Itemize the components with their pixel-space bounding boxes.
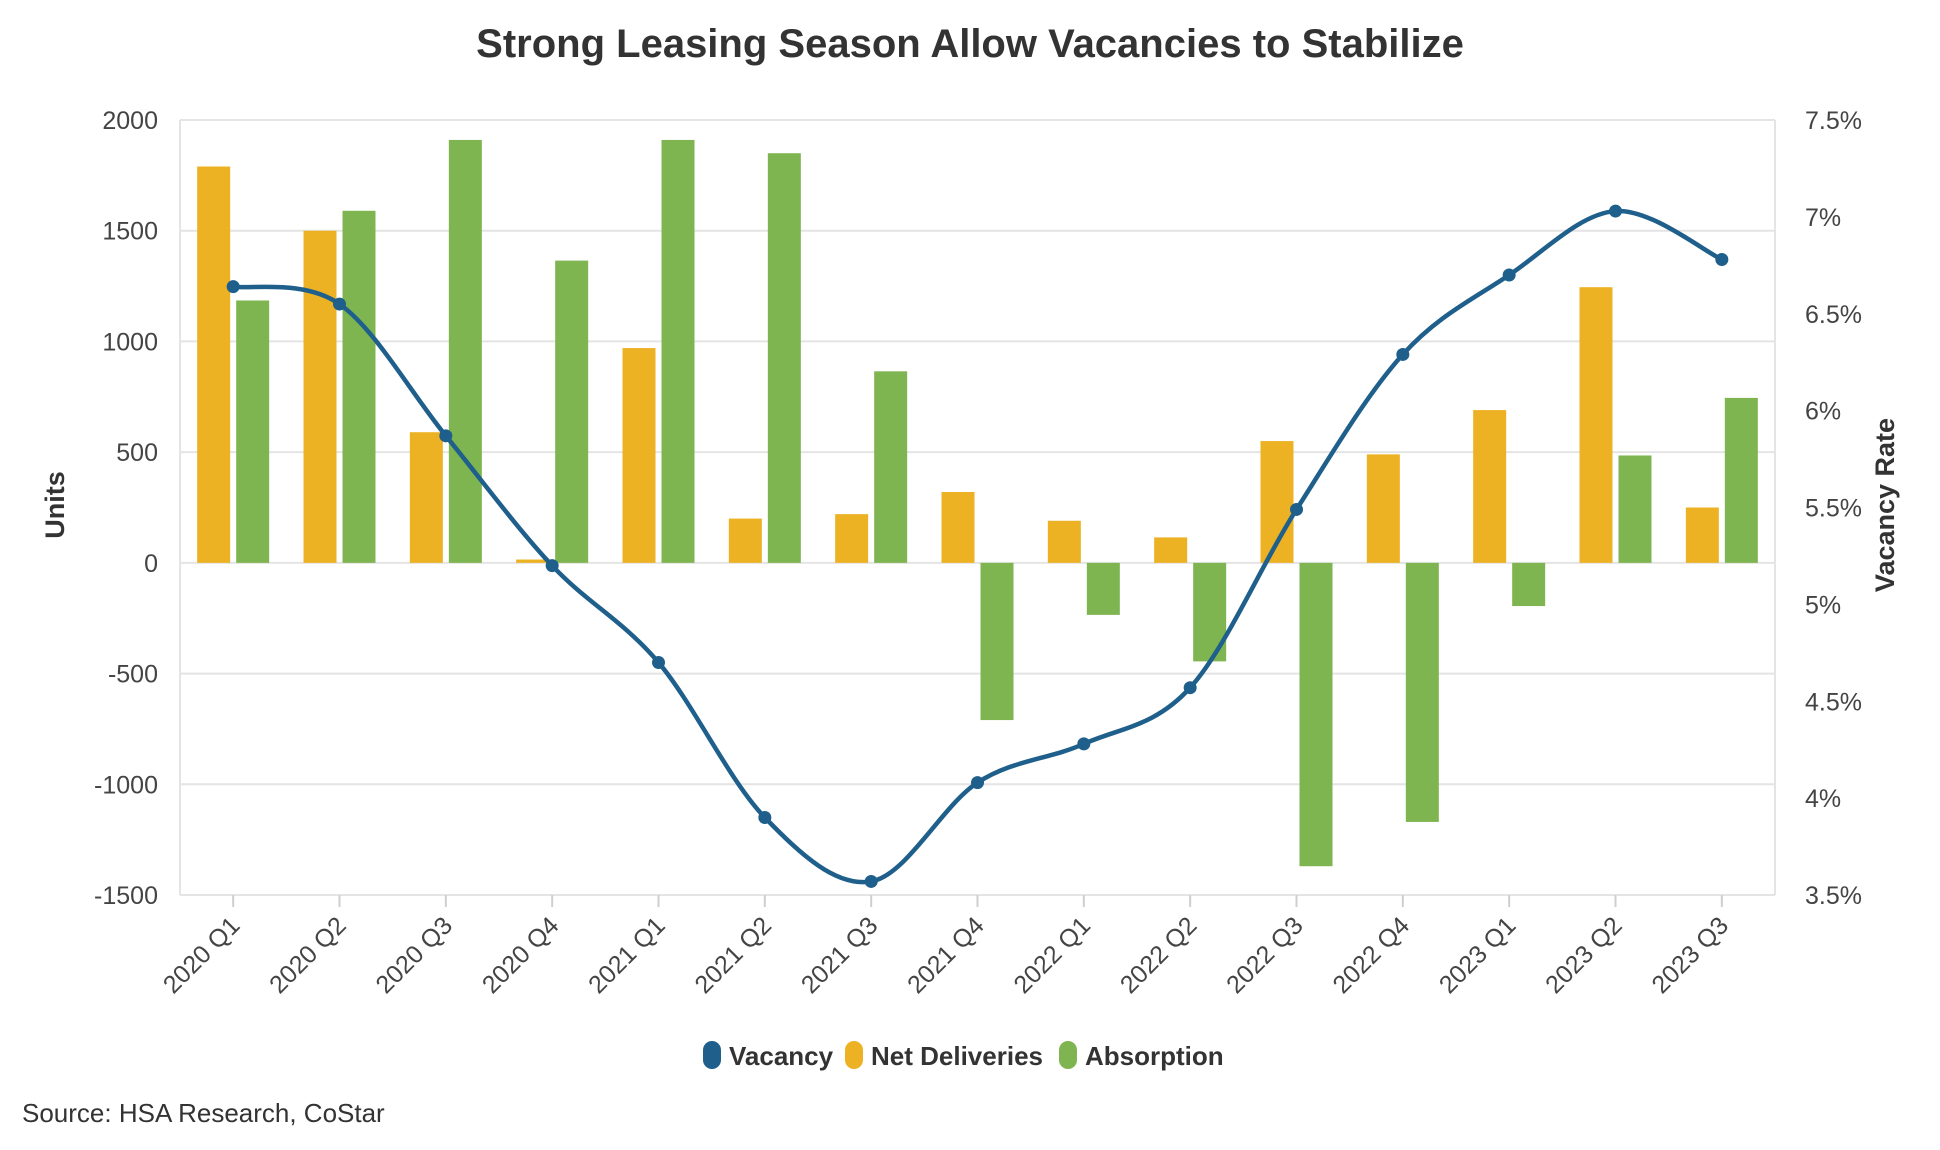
x-tick-label: 2021 Q3 (796, 911, 884, 999)
left-tick-label: 1500 (102, 218, 158, 246)
legend-swatch-net-deliveries (845, 1041, 863, 1069)
legend-item-vacancy[interactable]: Vacancy (703, 1041, 834, 1071)
absorption-bar (1405, 562, 1439, 822)
net-deliveries-bar (1154, 537, 1188, 563)
vacancy-point (333, 297, 346, 311)
vacancy-point (1715, 253, 1729, 266)
net-deliveries-bar (409, 432, 443, 563)
x-tick-label: 2021 Q4 (902, 911, 990, 999)
legend-label-absorption: Absorption (1085, 1041, 1224, 1071)
x-tick-label: 2023 Q1 (1434, 911, 1522, 999)
x-tick-label: 2022 Q3 (1221, 911, 1309, 999)
vacancy-point (1609, 204, 1622, 218)
net-deliveries-bar (1366, 454, 1400, 563)
vacancy-point (545, 559, 559, 573)
net-deliveries-bar (1047, 520, 1081, 563)
vacancy-point (1290, 502, 1303, 516)
vacancy-point (226, 280, 240, 294)
net-deliveries-bar (622, 348, 656, 563)
left-tick-label: -500 (108, 661, 158, 689)
net-deliveries-bar (516, 559, 550, 563)
legend-label-vacancy: Vacancy (729, 1041, 834, 1071)
absorption-bar (980, 562, 1014, 721)
net-deliveries-bar (1473, 410, 1507, 563)
legend-item-absorption[interactable]: Absorption (1059, 1041, 1224, 1071)
right-tick-label: 4.5% (1805, 688, 1862, 716)
absorption-bar (874, 371, 908, 563)
vacancy-point (652, 656, 665, 669)
right-tick-label: 4% (1805, 785, 1841, 813)
left-axis-title: Units (40, 471, 70, 539)
bars (197, 139, 1758, 867)
legend-item-net-deliveries[interactable]: Net Deliveries (845, 1041, 1043, 1071)
vacancy-point (439, 429, 453, 443)
left-tick-label: 0 (144, 550, 158, 578)
chart-title: Strong Leasing Season Allow Vacancies to… (476, 22, 1464, 66)
absorption-bar (767, 153, 801, 563)
net-deliveries-bar (1579, 287, 1613, 563)
x-tick-label: 2020 Q1 (158, 911, 246, 999)
right-tick-label: 7.5% (1805, 107, 1862, 135)
source-note: Source: HSA Research, CoStar (22, 1098, 385, 1128)
legend-swatch-vacancy (703, 1041, 721, 1069)
x-tick-label: 2022 Q4 (1327, 911, 1415, 999)
x-tick-label: 2022 Q2 (1115, 911, 1203, 999)
right-tick-label: 5.5% (1805, 495, 1862, 523)
x-tick-label: 2021 Q2 (689, 911, 777, 999)
net-deliveries-bar (303, 230, 337, 563)
legend-label-net-deliveries: Net Deliveries (871, 1041, 1043, 1071)
x-tick-label: 2021 Q1 (583, 911, 671, 999)
right-axis-title: Vacancy Rate (1870, 418, 1900, 592)
left-tick-label: 500 (116, 439, 158, 467)
left-tick-label: 1000 (102, 328, 158, 356)
net-deliveries-bar (835, 514, 869, 563)
absorption-bar (1512, 562, 1546, 607)
x-tick-label: 2020 Q4 (477, 911, 565, 999)
absorption-bar (448, 139, 482, 563)
absorption-bar (1724, 397, 1758, 563)
vacancy-point (971, 776, 984, 790)
left-tick-label: -1000 (94, 771, 158, 799)
legend-swatch-absorption (1059, 1041, 1077, 1069)
left-tick-label: -1500 (94, 882, 158, 910)
absorption-bar (1299, 562, 1333, 867)
vacancy-point (1502, 268, 1516, 282)
net-deliveries-bar (941, 492, 975, 563)
absorption-bar (661, 139, 695, 563)
vacancy-line-group (226, 204, 1729, 888)
absorption-bar (342, 210, 376, 563)
absorption-bar (1086, 562, 1120, 615)
x-tick-label: 2023 Q3 (1646, 911, 1734, 999)
right-tick-label: 6% (1805, 398, 1841, 426)
x-tick-label: 2020 Q3 (370, 911, 458, 999)
net-deliveries-bar (197, 166, 231, 563)
net-deliveries-bar (1685, 507, 1719, 563)
vacancy-point (864, 874, 878, 888)
vacancy-point (1077, 737, 1091, 751)
vacancy-point (758, 811, 772, 824)
x-tick-label: 2020 Q2 (264, 911, 352, 999)
left-tick-label: 2000 (102, 107, 158, 135)
absorption-bar (555, 260, 589, 563)
absorption-bar (1618, 455, 1652, 563)
right-tick-label: 5% (1805, 591, 1841, 619)
right-tick-label: 3.5% (1805, 882, 1862, 910)
x-tick-label: 2022 Q1 (1008, 911, 1096, 999)
absorption-bar (236, 300, 270, 563)
x-tick-label: 2023 Q2 (1540, 911, 1628, 999)
vacancy-point (1183, 681, 1197, 695)
right-tick-label: 6.5% (1805, 301, 1862, 329)
legend: Vacancy Net Deliveries Absorption (703, 1041, 1224, 1071)
vacancy-point (1396, 347, 1410, 361)
right-tick-label: 7% (1805, 204, 1841, 232)
net-deliveries-bar (728, 518, 762, 563)
